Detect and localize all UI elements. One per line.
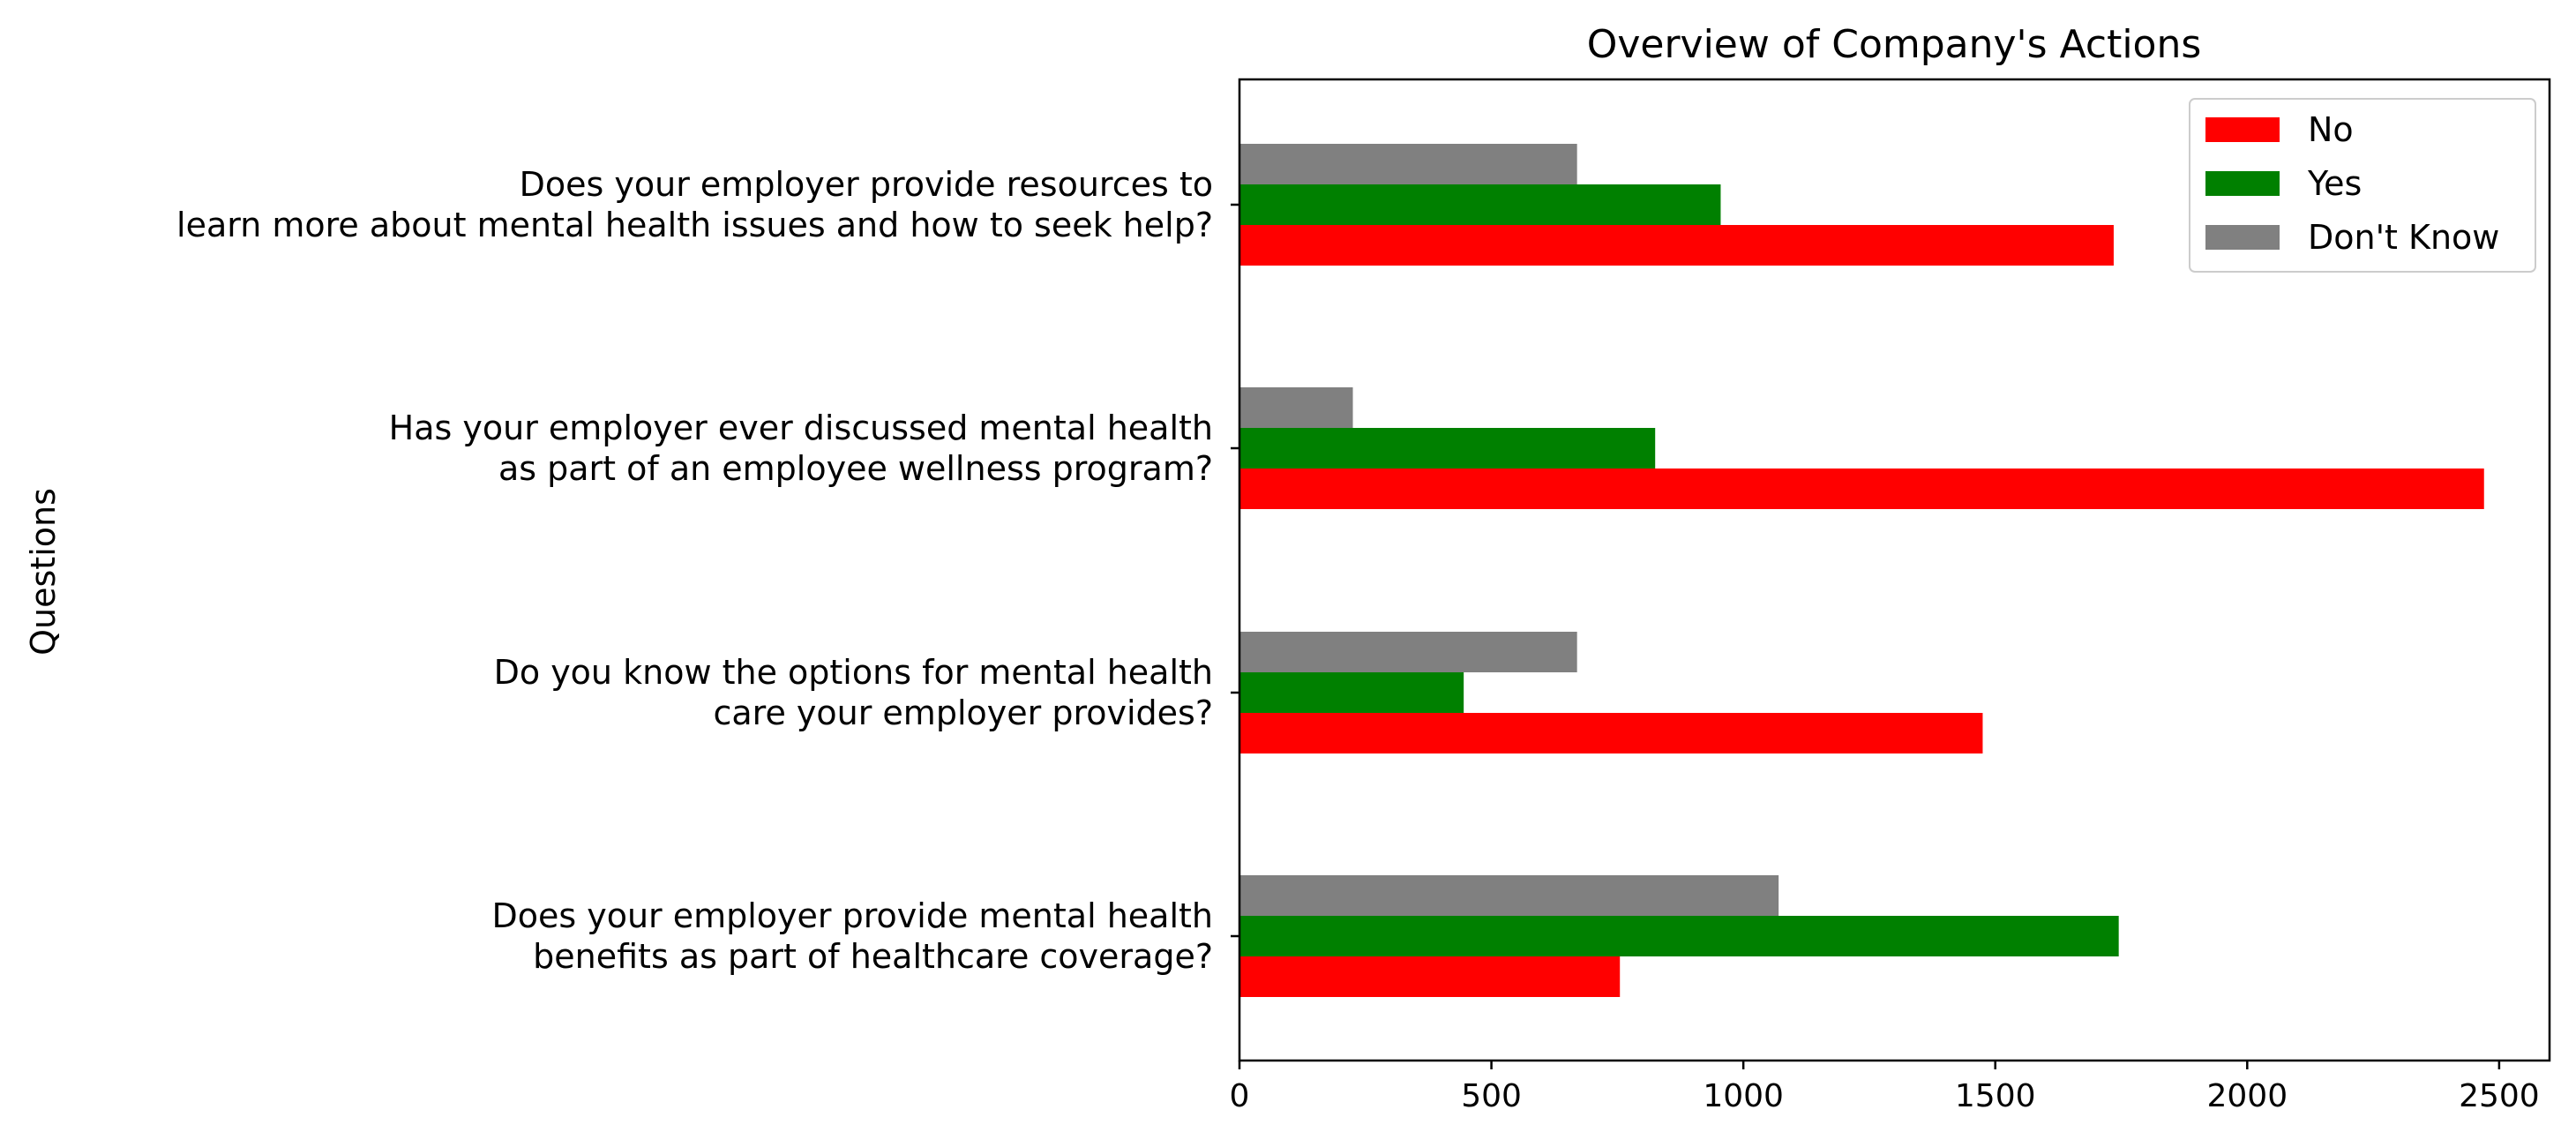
bar-no-3 xyxy=(1239,225,2114,266)
bar-don-t-know-3 xyxy=(1239,144,1577,184)
legend: No Yes Don't Know xyxy=(2189,98,2536,273)
y-tick-label: benefits as part of healthcare coverage? xyxy=(533,937,1213,976)
bar-yes-2 xyxy=(1239,428,1656,469)
bar-don-t-know-1 xyxy=(1239,632,1577,672)
legend-label: Yes xyxy=(2307,164,2362,203)
y-tick-label: learn more about mental health issues an… xyxy=(176,206,1213,244)
y-tick-label: Does your employer provide mental health xyxy=(491,896,1213,935)
chart-title: Overview of Company's Actions xyxy=(1587,22,2202,67)
y-tick-label: as part of an employee wellness program? xyxy=(498,449,1213,488)
y-tick-label: Do you know the options for mental healt… xyxy=(494,653,1213,692)
bar-don-t-know-0 xyxy=(1239,875,1779,916)
legend-label: No xyxy=(2308,110,2354,149)
bar-no-2 xyxy=(1239,469,2484,509)
bars-group xyxy=(1239,144,2484,997)
x-ticks-group: 0 500 1000 1500 2000 2500 xyxy=(1230,1061,2540,1114)
y-tick-label: Has your employer ever discussed mental … xyxy=(389,409,1213,447)
bar-no-1 xyxy=(1239,713,1983,753)
x-tick-label: 2500 xyxy=(2459,1078,2540,1114)
x-tick-label: 1000 xyxy=(1703,1078,1784,1114)
x-tick-label: 0 xyxy=(1230,1078,1250,1114)
y-tick-label: Does your employer provide resources to xyxy=(520,165,1213,204)
legend-swatch xyxy=(2205,171,2280,196)
y-axis-label: Questions xyxy=(24,488,63,656)
legend-swatch xyxy=(2205,117,2280,142)
bar-yes-3 xyxy=(1239,184,1721,225)
x-tick-label: 2000 xyxy=(2206,1078,2288,1114)
bar-don-t-know-2 xyxy=(1239,387,1353,428)
bar-no-0 xyxy=(1239,956,1621,997)
bar-yes-0 xyxy=(1239,916,2119,956)
legend-label: Don't Know xyxy=(2308,218,2499,257)
legend-swatch xyxy=(2205,225,2280,250)
x-tick-label: 1500 xyxy=(1955,1078,2036,1114)
axes-frame xyxy=(1238,78,2551,1062)
y-tick-label: care your employer provides? xyxy=(713,693,1213,732)
x-tick-label: 500 xyxy=(1461,1078,1522,1114)
bar-yes-1 xyxy=(1239,672,1464,713)
y-ticks-group: Does your employer provide mental health… xyxy=(176,165,1239,976)
